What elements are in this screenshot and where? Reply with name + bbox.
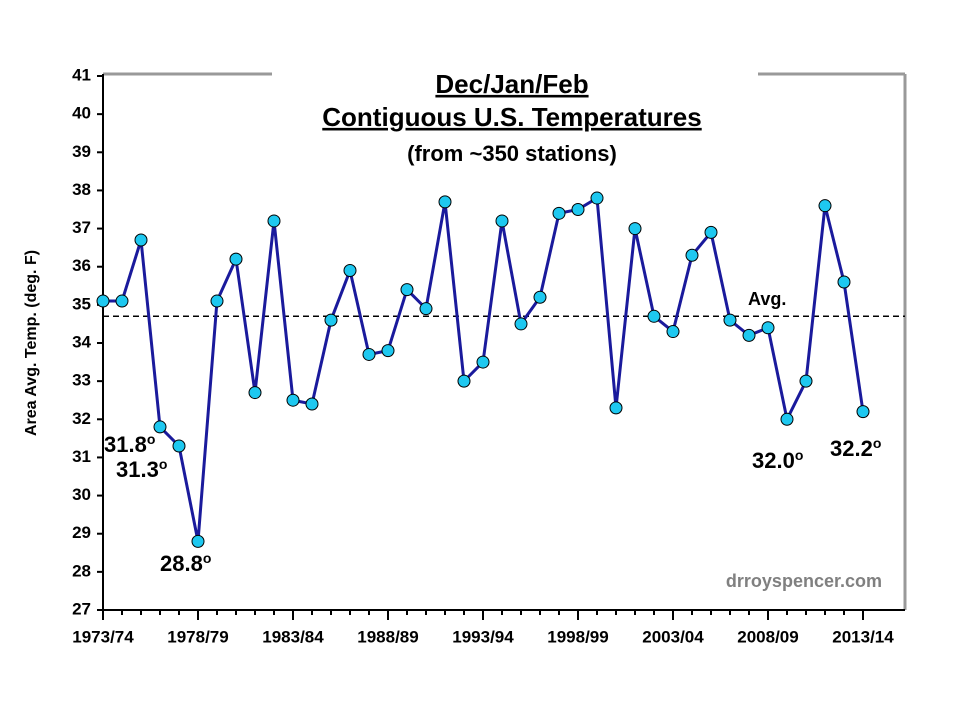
data-point (96, 294, 110, 308)
y-tick-label: 38 (72, 180, 91, 199)
y-tick-label: 40 (72, 104, 91, 123)
data-point (571, 203, 585, 216)
chart-title: Dec/Jan/Feb (435, 69, 588, 99)
data-point (647, 309, 661, 323)
series-line (103, 195, 865, 542)
y-tick-label: 31 (72, 447, 91, 466)
data-point (818, 199, 832, 213)
average-label: Avg. (748, 289, 786, 309)
data-point (514, 317, 528, 331)
y-tick-label: 32 (72, 409, 91, 428)
x-tick-label: 1988/89 (357, 627, 418, 646)
y-tick-label: 28 (72, 561, 91, 580)
data-point (286, 393, 300, 407)
annotation-degree: o (873, 435, 882, 451)
data-point (723, 313, 737, 327)
annotation: 31.3o (116, 456, 167, 482)
data-point (628, 222, 642, 236)
data-point (495, 214, 509, 228)
x-tick-label: 1978/79 (167, 627, 228, 646)
data-point (191, 534, 205, 548)
x-tick-label: 2008/09 (737, 627, 798, 646)
data-point (533, 290, 547, 304)
x-tick-label: 2003/04 (642, 627, 704, 646)
annotation-value: 31.3 (116, 457, 159, 482)
annotation-degree: o (147, 431, 156, 447)
annotation: 31.8o (104, 431, 155, 457)
data-point (210, 294, 224, 308)
annotation-value: 28.8 (160, 551, 203, 576)
data-point (856, 405, 870, 419)
data-point (229, 252, 243, 266)
chart-title: Contiguous U.S. Temperatures (322, 102, 701, 132)
data-point (799, 374, 813, 388)
y-tick-label: 30 (72, 485, 91, 504)
y-axis-label: Area Avg. Temp. (deg. F) (23, 250, 40, 436)
data-point (153, 420, 167, 434)
data-point (305, 397, 319, 411)
data-point (780, 412, 794, 426)
data-point (590, 191, 604, 205)
data-point (343, 264, 357, 278)
chart-subtitle: (from ~350 stations) (407, 141, 617, 166)
data-point (248, 386, 262, 400)
data-point (476, 355, 490, 369)
data-point (666, 325, 680, 339)
data-point (457, 374, 471, 388)
annotation-value: 32.0 (752, 448, 795, 473)
annotation: 32.2o (830, 435, 881, 461)
annotation-degree: o (203, 550, 212, 566)
data-point (134, 233, 148, 247)
data-point (172, 439, 186, 453)
y-tick-label: 33 (72, 371, 91, 390)
annotation-value: 31.8 (104, 432, 147, 457)
watermark: drroyspencer.com (726, 571, 882, 591)
annotation: 32.0o (752, 447, 803, 473)
y-tick-label: 39 (72, 142, 91, 161)
data-point (438, 195, 452, 209)
annotation-degree: o (159, 456, 168, 472)
x-tick-label: 2013/14 (832, 627, 894, 646)
data-point (704, 225, 718, 239)
y-tick-label: 36 (72, 256, 91, 275)
data-point (419, 302, 433, 316)
y-tick-label: 37 (72, 218, 91, 237)
data-point (761, 321, 775, 335)
data-point (552, 206, 566, 220)
data-point (609, 401, 623, 415)
annotation-value: 32.2 (830, 436, 873, 461)
data-point (362, 347, 376, 361)
title-box (272, 60, 758, 180)
data-point (267, 214, 281, 228)
y-tick-label: 34 (72, 332, 91, 351)
x-tick-label: 1998/99 (547, 627, 608, 646)
data-point (115, 294, 129, 308)
y-tick-label: 35 (72, 294, 91, 313)
annotation: 28.8o (160, 550, 211, 576)
data-point (400, 283, 414, 297)
x-tick-label: 1983/84 (262, 627, 324, 646)
x-tick-label: 1973/74 (72, 627, 134, 646)
y-tick-label: 27 (72, 599, 91, 618)
data-point (837, 275, 851, 289)
data-point (381, 344, 395, 358)
y-tick-label: 41 (72, 65, 91, 84)
data-point (685, 248, 699, 262)
x-tick-label: 1993/94 (452, 627, 514, 646)
data-point (324, 313, 338, 327)
y-tick-label: 29 (72, 523, 91, 542)
annotation-degree: o (795, 447, 804, 463)
data-point (742, 328, 756, 342)
